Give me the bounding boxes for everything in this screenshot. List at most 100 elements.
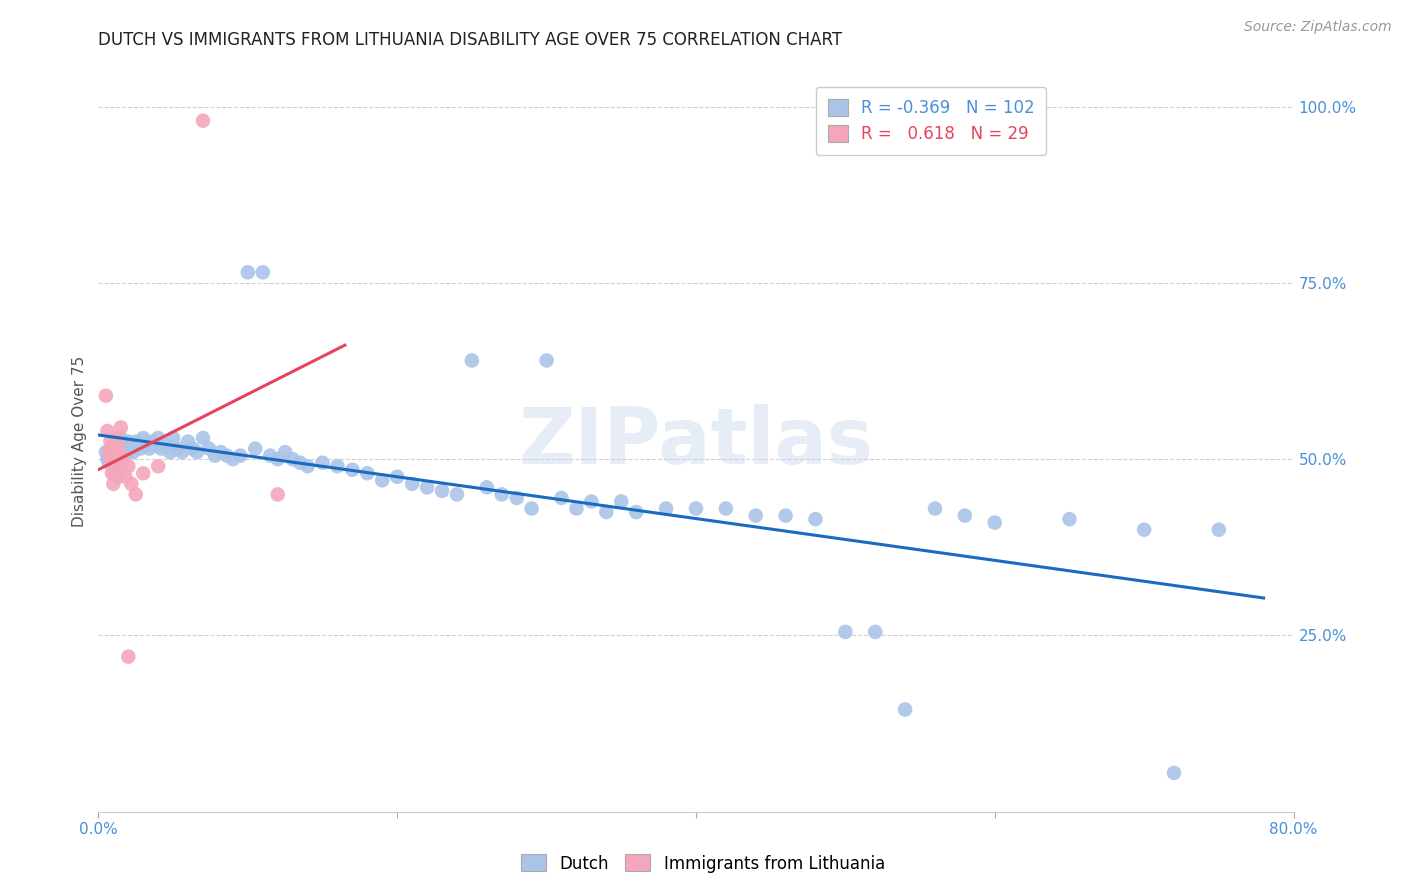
Point [475, 480, 498, 494]
Point [150, 442, 173, 456]
Point [101, 456, 124, 470]
Point [132, 467, 155, 481]
Text: ZIPatlas: ZIPatlas [519, 403, 873, 480]
Point [236, 265, 259, 279]
Point [98, 452, 122, 467]
Point [101, 467, 124, 481]
Point [141, 434, 163, 449]
Point [117, 649, 139, 664]
Point [685, 501, 707, 516]
Point [204, 449, 226, 463]
Point [117, 434, 139, 449]
Point [110, 431, 132, 445]
Point [288, 456, 311, 470]
Point [191, 113, 214, 128]
Point [129, 442, 152, 456]
Point [98, 452, 122, 467]
Point [924, 501, 946, 516]
Point [159, 445, 181, 459]
Point [114, 470, 136, 484]
Point [536, 353, 558, 368]
Point [491, 487, 513, 501]
Point [356, 467, 378, 481]
Point [191, 431, 214, 445]
Point [155, 438, 177, 452]
Point [120, 476, 142, 491]
Point [834, 624, 856, 639]
Point [385, 470, 409, 484]
Point [135, 438, 157, 452]
Point [198, 442, 221, 456]
Point [120, 442, 142, 456]
Point [215, 449, 238, 463]
Point [181, 442, 204, 456]
Point [127, 438, 149, 452]
Point [984, 516, 1007, 530]
Point [121, 445, 143, 459]
Point [252, 265, 274, 279]
Point [103, 438, 125, 452]
Point [112, 438, 135, 452]
Point [105, 431, 128, 445]
Point [267, 487, 290, 501]
Text: DUTCH VS IMMIGRANTS FROM LITHUANIA DISABILITY AGE OVER 75 CORRELATION CHART: DUTCH VS IMMIGRANTS FROM LITHUANIA DISAB… [98, 31, 842, 49]
Point [550, 491, 572, 505]
Point [103, 456, 125, 470]
Point [97, 456, 120, 470]
Point [229, 449, 252, 463]
Point [745, 508, 768, 523]
Point [281, 452, 304, 467]
Point [177, 434, 200, 449]
Point [103, 438, 125, 452]
Point [107, 434, 129, 449]
Point [104, 449, 127, 463]
Point [101, 442, 124, 456]
Point [105, 438, 128, 452]
Legend: R = -0.369   N = 102, R =   0.618   N = 29: R = -0.369 N = 102, R = 0.618 N = 29 [815, 87, 1046, 155]
Point [714, 501, 737, 516]
Point [172, 445, 194, 459]
Point [520, 501, 543, 516]
Point [775, 508, 797, 523]
Point [581, 494, 603, 508]
Point [222, 452, 245, 467]
Point [110, 420, 132, 434]
Point [132, 431, 155, 445]
Point [446, 487, 468, 501]
Point [98, 434, 122, 449]
Point [111, 452, 134, 467]
Point [108, 434, 131, 449]
Point [96, 452, 118, 467]
Point [110, 459, 132, 474]
Point [259, 449, 281, 463]
Point [804, 512, 827, 526]
Point [297, 459, 319, 474]
Point [1133, 523, 1156, 537]
Point [461, 353, 484, 368]
Point [107, 449, 129, 463]
Point [115, 445, 138, 459]
Point [626, 505, 648, 519]
Point [107, 470, 129, 484]
Point [267, 452, 290, 467]
Point [110, 445, 132, 459]
Point [1208, 523, 1230, 537]
Point [610, 494, 633, 508]
Text: Source: ZipAtlas.com: Source: ZipAtlas.com [1244, 20, 1392, 34]
Point [101, 445, 124, 459]
Point [143, 438, 166, 452]
Point [148, 459, 170, 474]
Point [209, 445, 232, 459]
Point [186, 445, 208, 459]
Point [97, 445, 120, 459]
Point [104, 467, 127, 481]
Point [104, 445, 127, 459]
Point [342, 463, 364, 477]
Point [103, 449, 125, 463]
Point [94, 389, 117, 403]
Point [506, 491, 529, 505]
Point [311, 456, 333, 470]
Point [595, 505, 617, 519]
Point [104, 442, 127, 456]
Point [274, 445, 297, 459]
